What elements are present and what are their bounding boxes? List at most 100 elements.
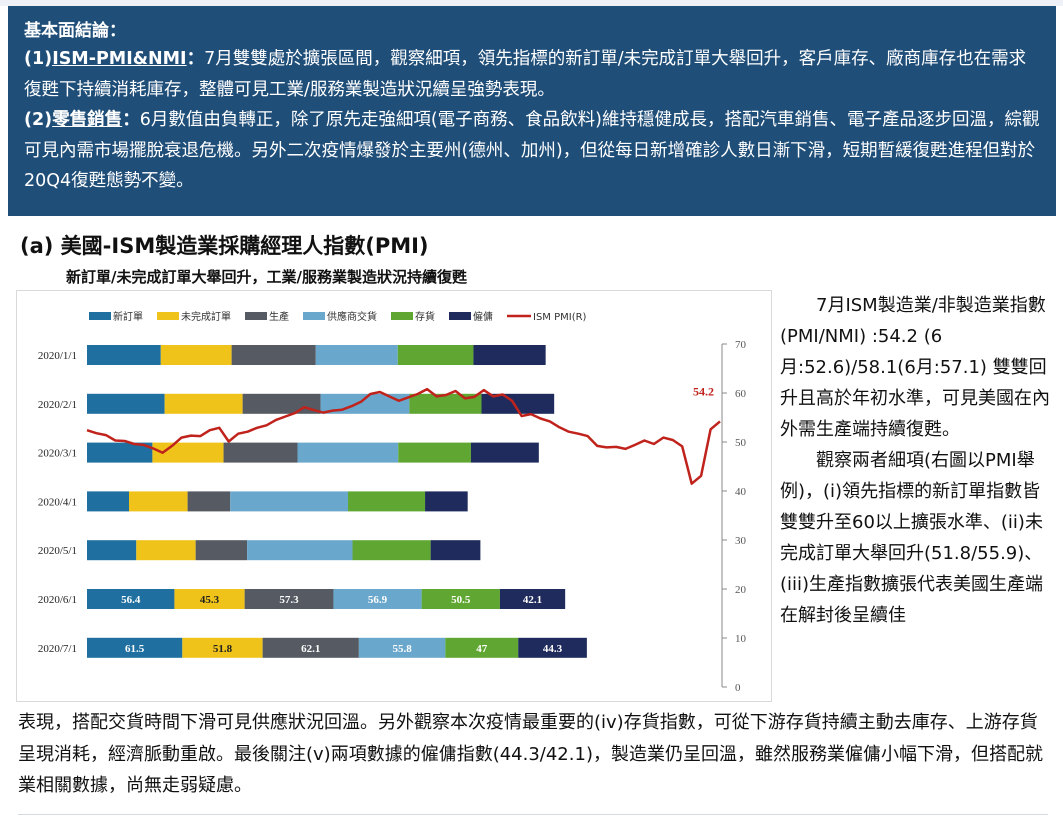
item2-prefix: (2) bbox=[24, 110, 53, 130]
bar-segment bbox=[425, 491, 468, 512]
category-label: 2020/1/1 bbox=[38, 350, 77, 362]
bar-segment bbox=[352, 540, 431, 561]
bar-value-label: 42.1 bbox=[523, 594, 542, 606]
bar-value-label: 62.1 bbox=[301, 643, 320, 655]
bar-segment bbox=[315, 345, 398, 365]
category-label: 2020/4/1 bbox=[38, 496, 77, 508]
legend-label-1: 未完成訂單 bbox=[181, 310, 231, 323]
bar-value-label: 56.9 bbox=[368, 594, 388, 606]
bar-segment bbox=[231, 345, 316, 365]
side-paragraph-2: 觀察兩者細項(右圖以PMI舉例)，(i)領先指標的新訂單指數皆雙雙升至60以上擴… bbox=[780, 450, 1044, 626]
bar-segment bbox=[499, 589, 566, 609]
category-label: 2020/6/1 bbox=[38, 594, 77, 606]
conclusion-title: 基本面結論： bbox=[24, 21, 126, 41]
category-label: 2020/7/1 bbox=[38, 643, 77, 655]
chart-subtitle: 新訂單/未完成訂單大舉回升，工業/服務業製造狀況持續復甦 bbox=[66, 268, 467, 286]
legend-label-5: 僱傭 bbox=[473, 310, 493, 323]
bar-segment bbox=[397, 345, 474, 365]
bar-segment bbox=[445, 637, 519, 658]
bar-value-label: 50.5 bbox=[451, 594, 471, 606]
bar-value-label: 47 bbox=[476, 643, 488, 655]
bar-value-label: 55.8 bbox=[392, 643, 412, 655]
bar-segment bbox=[187, 491, 231, 512]
bar-segment bbox=[348, 491, 426, 512]
category-label: 2020/5/1 bbox=[38, 545, 77, 557]
bar-segment bbox=[87, 345, 161, 365]
bottom-paragraph: 表現，搭配交貨時間下滑可見供應狀況回溫。另外觀察本次疫情最重要的(iv)存貨指數… bbox=[18, 712, 1043, 796]
bar-segment bbox=[87, 442, 153, 463]
item2-keyword: 零售銷售 bbox=[52, 110, 123, 130]
side-commentary: 7月ISM製造業/非製造業指數(PMI/NMI) :54.2 (6月:52.6)… bbox=[780, 290, 1052, 631]
right-axis-tick-label: 0 bbox=[735, 682, 741, 694]
section-title: (a) 美國-ISM製造業採購經理人指數(PMI) bbox=[20, 234, 429, 258]
right-axis-tick-label: 30 bbox=[735, 535, 747, 547]
bar-segment bbox=[333, 589, 422, 609]
conclusion-panel: 基本面結論： (1)ISM-PMI&NMI：7月雙雙處於擴張區間，觀察細項，領先… bbox=[8, 6, 1056, 216]
bar-segment bbox=[195, 540, 248, 561]
conclusion-item-2: (2)零售銷售：6月數值由負轉正，除了原先走強細項(電子商務、食品飲料)維持穩健… bbox=[24, 105, 1040, 197]
top-strip bbox=[0, 0, 1063, 6]
bar-value-label: 44.3 bbox=[543, 643, 563, 655]
bar-segment bbox=[421, 589, 500, 609]
bar-segment bbox=[262, 637, 359, 658]
bar-segment bbox=[87, 589, 175, 609]
right-axis-tick-label: 10 bbox=[735, 633, 747, 645]
legend-swatch-0 bbox=[89, 312, 111, 320]
bottom-commentary: 表現，搭配交貨時間下滑可見供應狀況回溫。另外觀察本次疫情最重要的(iv)存貨指數… bbox=[18, 707, 1053, 802]
item1-keyword: ISM-PMI&NMI bbox=[52, 49, 187, 69]
bar-segment bbox=[223, 442, 298, 463]
right-axis-tick-label: 50 bbox=[735, 437, 747, 449]
legend-label-3: 供應商交貨 bbox=[327, 310, 377, 323]
bar-segment bbox=[358, 637, 446, 658]
legend-label-0: 新訂單 bbox=[113, 310, 143, 323]
bar-segment bbox=[136, 540, 196, 561]
bar-segment bbox=[160, 345, 232, 365]
bar-value-label: 51.8 bbox=[213, 643, 233, 655]
legend-swatch-3 bbox=[303, 312, 325, 320]
legend-swatch-1 bbox=[157, 312, 179, 320]
right-axis-tick-label: 40 bbox=[735, 486, 747, 498]
pmi-chart: 新訂單 未完成訂單 生產 供應商交貨 存貨 僱傭 ISM PMI(R) 2020/1/1 202… bbox=[16, 290, 772, 702]
item2-colon: ： bbox=[122, 110, 140, 130]
category-label: 2020/3/1 bbox=[38, 448, 77, 460]
bar-segment bbox=[129, 491, 188, 512]
legend-swatch-2 bbox=[245, 312, 267, 320]
item2-text: 6月數值由負轉正，除了原先走強細項(電子商務、食品飲料)維持穩健成長，搭配汽車銷… bbox=[24, 110, 1040, 191]
bar-segment bbox=[87, 637, 183, 658]
legend-label-2: 生產 bbox=[269, 310, 289, 323]
side-paragraph-1: 7月ISM製造業/非製造業指數(PMI/NMI) :54.2 (6月:52.6)… bbox=[780, 295, 1050, 440]
bar-segment bbox=[87, 491, 130, 512]
bar-value-label: 57.3 bbox=[279, 594, 299, 606]
right-axis-tick-label: 70 bbox=[735, 339, 747, 351]
bar-segment bbox=[430, 540, 481, 561]
pmi-chart-svg: 新訂單 未完成訂單 生產 供應商交貨 存貨 僱傭 ISM PMI(R)2020/1/1202… bbox=[38, 310, 747, 694]
right-axis-tick-label: 20 bbox=[735, 584, 747, 596]
bar-segment bbox=[230, 491, 349, 512]
pmi-line bbox=[86, 387, 721, 485]
bar-segment bbox=[297, 442, 399, 463]
bar-segment bbox=[398, 442, 471, 463]
bar-segment bbox=[242, 393, 321, 414]
bar-segment bbox=[174, 589, 245, 609]
legend-swatch-4 bbox=[391, 312, 413, 320]
bar-segment bbox=[87, 393, 165, 414]
bar-segment bbox=[481, 393, 555, 414]
bar-segment bbox=[87, 540, 137, 561]
footer-divider bbox=[18, 814, 1048, 815]
bar-segment bbox=[470, 442, 539, 463]
bar-segment bbox=[182, 637, 263, 658]
pmi-end-label: 54.2 bbox=[693, 384, 714, 398]
item1-prefix: (1) bbox=[24, 49, 53, 69]
bar-value-label: 61.5 bbox=[125, 643, 145, 655]
legend-label-4: 存貨 bbox=[415, 310, 435, 323]
bar-segment bbox=[244, 589, 334, 609]
bar-value-label: 45.3 bbox=[200, 594, 220, 606]
conclusion-item-1: (1)ISM-PMI&NMI：7月雙雙處於擴張區間，觀察細項，領先指標的新訂單/… bbox=[24, 44, 1040, 105]
item1-colon: ： bbox=[186, 49, 205, 69]
bar-segment bbox=[164, 393, 243, 414]
right-axis-tick-label: 60 bbox=[735, 388, 747, 400]
bar-segment bbox=[518, 637, 587, 658]
legend-line-label: ISM PMI(R) bbox=[533, 312, 587, 323]
bar-value-label: 56.4 bbox=[121, 594, 141, 606]
item1-text: 7月雙雙處於擴張區間，觀察細項，領先指標的新訂單/未完成訂單大舉回升，客戶庫存、… bbox=[24, 49, 1027, 100]
